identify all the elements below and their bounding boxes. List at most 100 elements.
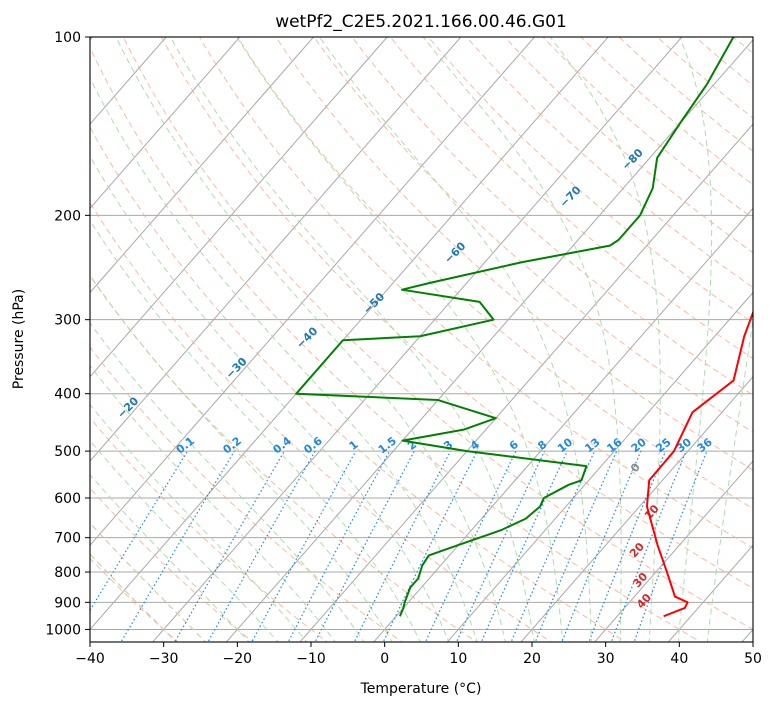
mixing-ratio-label: 20 <box>629 435 649 455</box>
moist-adiabat-line <box>549 37 661 642</box>
y-tick-label: 900 <box>54 595 81 611</box>
x-tick-label: 0 <box>380 651 389 667</box>
isotherm-line <box>90 37 315 294</box>
moist-adiabat-line <box>422 37 622 642</box>
moist-adiabat-line <box>677 37 713 642</box>
mixing-ratio-label: 3 <box>441 438 455 453</box>
mixing-ratio-line <box>207 450 316 642</box>
dry-adiabat-label: −80 <box>619 146 646 173</box>
plot-frame <box>89 36 754 643</box>
y-axis: 100 200 300 400 500 600 700 800 900 1000 <box>45 30 90 638</box>
dry-adiabat-line <box>465 37 753 289</box>
moist-adiabat-line <box>319 37 592 642</box>
isotherm-line <box>90 37 536 546</box>
dry-adiabat-line <box>90 126 628 642</box>
mixing-ratio-label: 0.2 <box>221 434 244 456</box>
mixing-ratio-label: 0.4 <box>271 434 295 456</box>
y-tick-label: 300 <box>54 313 81 329</box>
moist-adiabat-line <box>706 316 753 642</box>
chart-title: wetPf2_C2E5.2021.166.00.46.G01 <box>275 12 567 32</box>
mixing-ratio-label: 6 <box>507 438 521 453</box>
moist-adiabat-line <box>90 274 393 642</box>
dry-adiabat-label: −60 <box>442 239 469 266</box>
moist-adiabat-line <box>236 37 564 642</box>
mixing-ratio-line <box>382 450 478 642</box>
mixing-ratio-label: 25 <box>653 436 673 456</box>
dry-adiabat-line <box>122 37 753 630</box>
moist-adiabat-line <box>90 473 250 642</box>
mixing-ratio-line <box>455 450 546 642</box>
dry-adiabat-line <box>389 37 753 360</box>
mixing-ratio-line <box>561 450 642 642</box>
dry-adiabat-line <box>90 46 702 642</box>
y-tick-label: 1000 <box>45 622 81 638</box>
mixing-ratio-line <box>353 450 452 642</box>
y-tick-label: 200 <box>54 208 81 224</box>
mixing-ratio-label: 1.5 <box>376 434 399 456</box>
dry-adiabat-line <box>160 37 753 589</box>
y-tick-label: 600 <box>54 491 81 507</box>
dry-adiabat-line <box>90 346 403 642</box>
mixing-ratio-line <box>480 450 568 642</box>
isotherm-line <box>90 37 462 462</box>
moist-adiabat-line <box>90 403 308 642</box>
dry-adiabat-line <box>237 37 753 510</box>
series-layer <box>295 37 753 618</box>
x-tick-label: 20 <box>523 651 541 667</box>
x-tick-label: 10 <box>449 651 467 667</box>
mixing-ratio-line <box>251 450 357 642</box>
dry-adiabat-label: −10 <box>16 423 43 450</box>
dry-adiabat-line <box>542 37 753 219</box>
mixing-ratio-line <box>534 450 618 642</box>
moist-adiabat-line <box>90 364 336 642</box>
dewpoint-line <box>295 37 735 617</box>
isotherm-line <box>90 37 241 210</box>
isotherm-line <box>90 37 388 378</box>
moist-adiabat-line <box>90 77 478 642</box>
x-tick-label: −10 <box>296 651 326 667</box>
dry-adiabat-line <box>504 37 753 254</box>
mixing-ratio-line <box>610 450 687 642</box>
isotherm-line <box>90 37 609 631</box>
x-tick-label: 50 <box>744 651 762 667</box>
mixing-ratio-line <box>174 450 285 642</box>
dry-adiabat-line <box>756 24 775 645</box>
moist-adiabat-line <box>90 155 450 642</box>
moist-adiabat-label: 10 <box>642 502 662 522</box>
mixing-ratio-label: 8 <box>535 438 549 453</box>
y-tick-label: 700 <box>54 531 81 547</box>
dry-adiabat-line <box>351 37 753 396</box>
mixing-ratio-line <box>588 450 667 642</box>
dry-adiabat-line <box>732 37 753 54</box>
x-axis-label: Temperature (°C) <box>360 681 482 697</box>
mixing-ratio-line <box>90 450 189 612</box>
isotherm-line <box>373 207 753 642</box>
moist-adiabat-label: 30 <box>630 570 650 590</box>
grid-layer <box>90 24 775 645</box>
y-tick-label: 100 <box>54 30 81 46</box>
dry-adiabat-line <box>90 417 329 642</box>
mixing-ratio-line <box>633 450 708 642</box>
dry-adiabat-line <box>275 37 753 471</box>
y-tick-label: 500 <box>54 444 81 460</box>
dry-adiabat-line <box>313 37 753 433</box>
mixing-ratio-line <box>314 450 415 642</box>
dry-adiabat-label: −40 <box>294 324 321 351</box>
mixing-ratio-label: 10 <box>555 435 575 455</box>
isotherm-line <box>299 123 753 642</box>
x-tick-label: −40 <box>75 651 105 667</box>
mixing-ratio-label: 16 <box>605 435 625 455</box>
x-tick-label: −20 <box>223 651 253 667</box>
dry-adiabat-line <box>90 201 553 642</box>
x-axis: −40 −30 −20 −10 0 10 20 30 40 50 <box>75 642 762 667</box>
isotherm-line <box>594 460 753 642</box>
mixing-ratio-label: 1 <box>347 438 361 453</box>
mixing-ratio-line <box>510 450 596 642</box>
wet-bulb-curve <box>90 522 207 642</box>
dry-adiabat-line <box>90 274 478 642</box>
dry-adiabat-line <box>427 37 753 324</box>
mixing-ratio-label: 13 <box>582 436 602 456</box>
x-tick-label: 30 <box>597 651 615 667</box>
isotherm-line <box>446 291 753 642</box>
